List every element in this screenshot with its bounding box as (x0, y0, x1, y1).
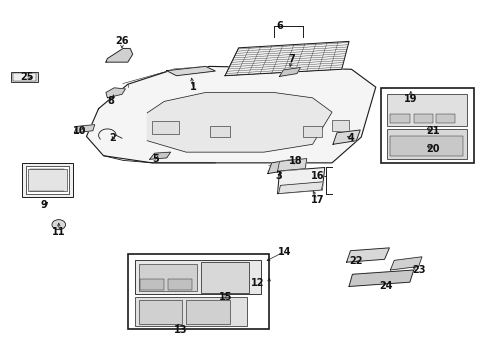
Bar (201, 262, 249, 293)
Bar (389, 136, 462, 156)
Text: 14: 14 (277, 247, 290, 257)
Text: 20: 20 (426, 144, 439, 154)
Text: 16: 16 (310, 171, 324, 181)
Polygon shape (166, 66, 215, 76)
Polygon shape (86, 66, 375, 163)
Bar (386, 94, 466, 126)
Bar (302, 126, 322, 137)
Bar (435, 114, 454, 123)
Polygon shape (278, 182, 323, 194)
Polygon shape (348, 270, 413, 287)
Text: 19: 19 (403, 94, 417, 104)
Polygon shape (149, 152, 170, 159)
Text: 9: 9 (41, 200, 47, 210)
Bar (389, 114, 409, 123)
Bar (210, 126, 229, 137)
Text: 23: 23 (411, 265, 425, 275)
Text: 24: 24 (378, 282, 391, 292)
Bar (152, 121, 179, 134)
Bar (28, 169, 67, 192)
Polygon shape (277, 158, 306, 171)
Bar (22, 163, 73, 197)
Text: 6: 6 (276, 21, 282, 31)
Text: 3: 3 (275, 171, 282, 181)
Bar (26, 166, 69, 194)
Text: 5: 5 (152, 154, 159, 163)
Bar (135, 297, 246, 326)
Bar (380, 88, 473, 163)
Text: 1: 1 (190, 82, 196, 92)
Circle shape (52, 220, 65, 230)
Text: 21: 21 (426, 126, 439, 136)
Text: 26: 26 (115, 36, 128, 46)
Polygon shape (106, 88, 125, 98)
Bar (167, 279, 192, 290)
Text: 12: 12 (251, 278, 264, 288)
Bar (138, 300, 182, 324)
Bar (13, 73, 36, 81)
Bar (186, 300, 229, 324)
Bar (331, 120, 348, 131)
Polygon shape (332, 130, 360, 144)
Text: 22: 22 (349, 256, 362, 266)
Text: 10: 10 (73, 126, 87, 136)
Polygon shape (279, 67, 300, 76)
Bar (127, 254, 268, 329)
Polygon shape (106, 49, 132, 62)
Bar (413, 114, 432, 123)
Bar (11, 72, 38, 82)
Polygon shape (277, 167, 324, 194)
Text: 2: 2 (109, 133, 115, 143)
Bar (386, 129, 466, 158)
Bar (140, 279, 164, 290)
Bar (138, 264, 197, 292)
Polygon shape (224, 41, 348, 76)
Text: 13: 13 (173, 325, 187, 335)
Text: 11: 11 (52, 227, 65, 237)
Polygon shape (74, 125, 95, 133)
Text: 25: 25 (20, 72, 33, 82)
Text: 7: 7 (288, 54, 295, 64)
Polygon shape (346, 248, 388, 262)
Text: 8: 8 (107, 96, 114, 107)
Text: 17: 17 (310, 195, 324, 204)
Text: 15: 15 (219, 292, 232, 302)
Polygon shape (147, 93, 331, 152)
Text: 4: 4 (347, 133, 354, 143)
Polygon shape (389, 257, 421, 270)
Text: 18: 18 (288, 157, 302, 166)
Bar (135, 260, 260, 294)
Polygon shape (267, 159, 292, 174)
